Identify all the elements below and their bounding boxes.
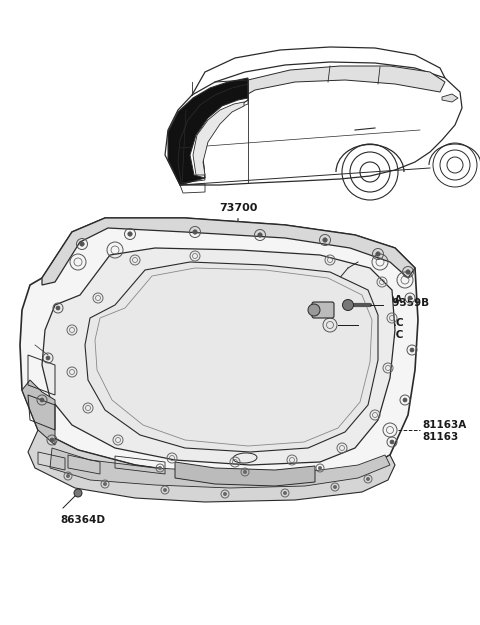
Text: 81163: 81163 bbox=[422, 432, 458, 442]
Circle shape bbox=[334, 486, 336, 489]
Circle shape bbox=[128, 232, 132, 236]
Circle shape bbox=[50, 438, 54, 442]
Circle shape bbox=[323, 238, 327, 242]
Text: 81163A: 81163A bbox=[422, 420, 466, 430]
Circle shape bbox=[56, 306, 60, 310]
Circle shape bbox=[390, 440, 394, 444]
Polygon shape bbox=[42, 218, 415, 285]
Circle shape bbox=[46, 356, 50, 360]
Text: 79770A: 79770A bbox=[358, 295, 403, 305]
Circle shape bbox=[283, 491, 287, 494]
Text: 79359B: 79359B bbox=[385, 298, 429, 308]
Circle shape bbox=[258, 232, 262, 238]
Polygon shape bbox=[42, 248, 395, 465]
Circle shape bbox=[403, 398, 407, 402]
Polygon shape bbox=[248, 66, 445, 94]
Circle shape bbox=[40, 398, 44, 402]
Polygon shape bbox=[175, 462, 315, 486]
Circle shape bbox=[103, 482, 107, 486]
Circle shape bbox=[406, 270, 410, 274]
Circle shape bbox=[66, 474, 70, 478]
Text: 1327CC: 1327CC bbox=[360, 330, 404, 340]
Polygon shape bbox=[28, 430, 395, 502]
Circle shape bbox=[376, 252, 380, 256]
Circle shape bbox=[243, 471, 247, 474]
Circle shape bbox=[193, 230, 197, 234]
Polygon shape bbox=[190, 98, 248, 178]
Circle shape bbox=[308, 304, 320, 316]
Polygon shape bbox=[193, 102, 244, 175]
FancyBboxPatch shape bbox=[312, 302, 334, 318]
Circle shape bbox=[408, 296, 412, 300]
Circle shape bbox=[80, 242, 84, 246]
Circle shape bbox=[343, 299, 353, 311]
Circle shape bbox=[223, 492, 227, 496]
Polygon shape bbox=[50, 448, 390, 488]
Circle shape bbox=[366, 478, 370, 481]
Polygon shape bbox=[168, 78, 248, 185]
Polygon shape bbox=[85, 262, 378, 452]
Circle shape bbox=[318, 466, 322, 469]
Text: 73700: 73700 bbox=[219, 203, 257, 235]
Circle shape bbox=[163, 488, 167, 492]
Circle shape bbox=[74, 489, 82, 497]
Circle shape bbox=[158, 466, 162, 469]
Polygon shape bbox=[442, 94, 458, 102]
Circle shape bbox=[410, 348, 414, 352]
Text: 1338AC: 1338AC bbox=[360, 318, 405, 328]
Polygon shape bbox=[20, 218, 418, 478]
Polygon shape bbox=[22, 380, 55, 445]
Text: 86364D: 86364D bbox=[60, 515, 105, 525]
